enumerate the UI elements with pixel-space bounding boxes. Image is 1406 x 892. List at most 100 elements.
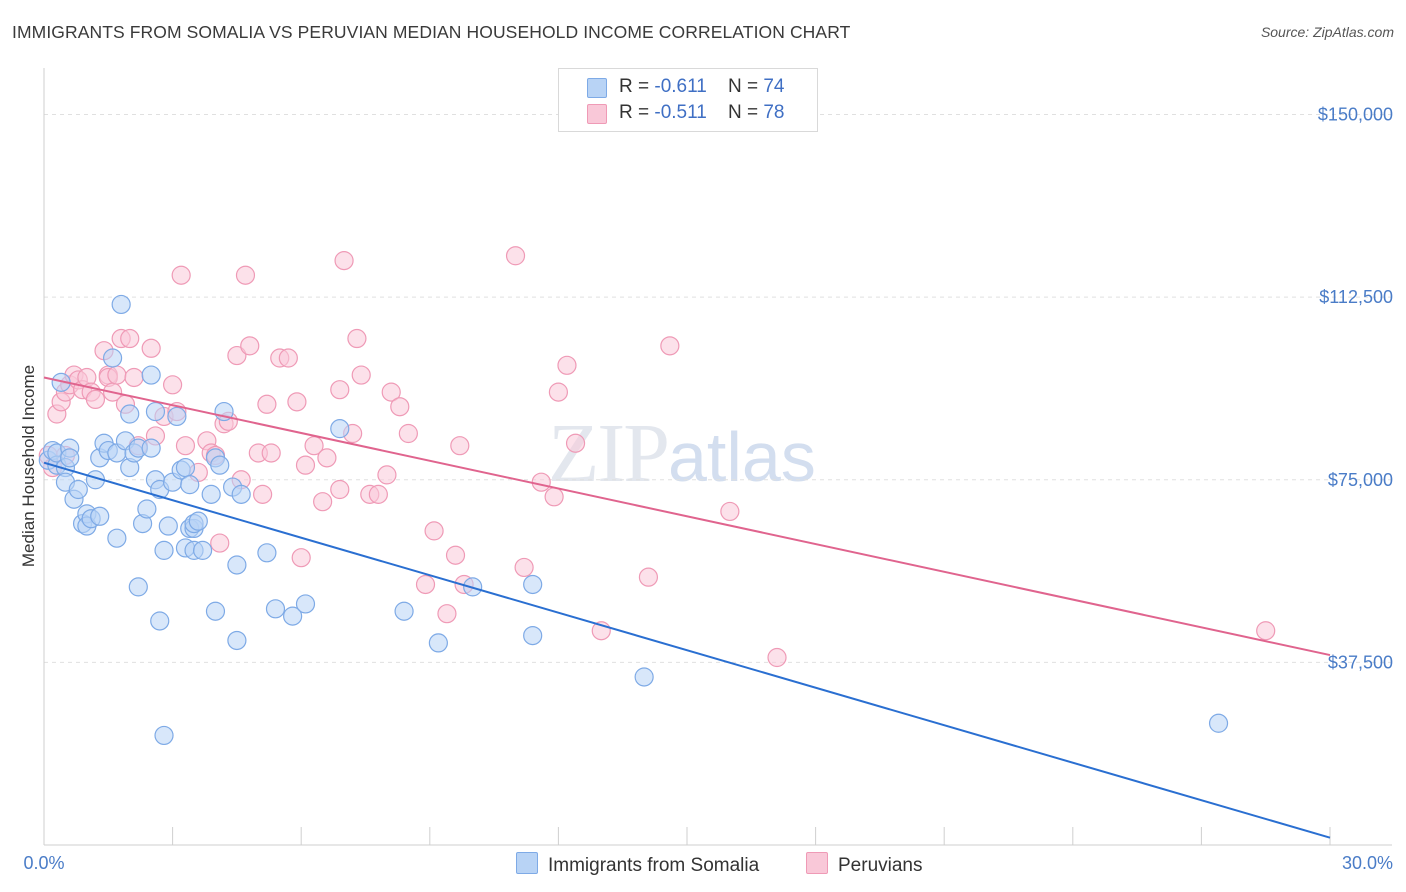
y-tick-label: $37,500 [1328, 652, 1393, 672]
somalia-point [90, 506, 110, 526]
legend-n-label: N = [727, 102, 764, 123]
somalia-point [188, 511, 208, 531]
peruvians-point [257, 394, 277, 414]
somalia-point [128, 577, 148, 597]
peruvians-point [261, 443, 281, 463]
somalia-point [1208, 713, 1229, 733]
legend-r-value: -0.611 [654, 76, 707, 97]
peruvians-point [767, 647, 787, 668]
peruvians-point [85, 389, 106, 410]
somalia-point [523, 625, 543, 646]
peruvians-point [377, 465, 397, 485]
source-credit: Source: ZipAtlas.com [1260, 24, 1394, 40]
somalia-point [231, 484, 251, 504]
somalia-point [154, 725, 174, 746]
y-axis-title: Median Household Income [19, 365, 38, 567]
somalia-point [634, 667, 654, 687]
somalia-point [120, 404, 140, 424]
watermark-zip: ZIP [548, 407, 670, 500]
peruvians-point [660, 336, 680, 356]
peruvians-point [548, 382, 569, 402]
somalia-point [193, 540, 213, 560]
somalia-point [154, 540, 174, 560]
somalia-point [257, 543, 277, 563]
trend-lines [43, 376, 1331, 839]
somalia-point [175, 457, 196, 478]
somalia-point [428, 633, 448, 653]
somalia-point [295, 594, 316, 614]
peruvians-point [638, 567, 659, 587]
peruvians-point [1256, 621, 1276, 641]
axes [43, 68, 1392, 846]
somalia-point [102, 348, 123, 368]
peruvians-point [235, 265, 256, 285]
peruvians-point [415, 574, 436, 595]
peruvians-point [124, 367, 144, 388]
peruvians-point [175, 436, 196, 456]
peruvians-point [505, 246, 526, 266]
peruvians-point [120, 328, 140, 349]
somalia-trend-line [43, 461, 1331, 839]
somalia-point [201, 484, 221, 504]
somalia-point [227, 555, 247, 575]
peruvians-point [313, 492, 333, 512]
somalia-points [38, 294, 1229, 746]
peruvians-point [287, 392, 307, 412]
somalia-point [180, 475, 200, 495]
somalia-point [205, 601, 226, 621]
peruvians-point [278, 348, 298, 368]
peruvians-point [210, 533, 230, 553]
watermark: ZIPatlas [548, 405, 816, 502]
legend: R = -0.611 N = 74 R = -0.511 N = 78 [558, 68, 818, 132]
somalia-point [107, 528, 127, 548]
somalia-point [145, 401, 166, 422]
grid-lines [44, 114, 1392, 663]
bottom-legend-label-somalia: Immigrants from Somalia [548, 855, 760, 876]
peruvians-point [368, 484, 388, 504]
somalia-point [111, 294, 131, 315]
peruvians-point [291, 548, 311, 568]
bottom-legend-peruvians: Peruvians [806, 852, 923, 877]
x-tick-label-min: 0.0% [23, 853, 64, 873]
somalia-point [227, 630, 247, 651]
legend-r-label: R = [619, 102, 655, 123]
y-tick-label: $75,000 [1328, 470, 1393, 490]
bottom-legend-somalia: Immigrants from Somalia [516, 852, 759, 877]
somalia-point [158, 516, 178, 536]
legend-n-label: N = [727, 76, 764, 97]
peruvians-point [445, 545, 466, 565]
peruvians-point [390, 397, 410, 417]
y-tick-label: $112,500 [1319, 287, 1393, 307]
peruvians-point [514, 557, 534, 578]
somalia-point [330, 419, 350, 439]
legend-n-value: 78 [763, 102, 785, 123]
bottom-legend-swatch-somalia [516, 852, 538, 874]
peruvians-point [398, 423, 418, 444]
chart-title: IMMIGRANTS FROM SOMALIA VS PERUVIAN MEDI… [12, 22, 851, 42]
bottom-legend-label-peruvians: Peruvians [838, 855, 923, 876]
somalia-point [283, 606, 303, 626]
peruvians-point [351, 365, 371, 385]
peruvians-point [163, 375, 183, 395]
peruvians-trend-line [43, 376, 1331, 657]
peruvians-point [381, 382, 401, 402]
peruvians-point [347, 328, 367, 349]
peruvians-point [171, 265, 191, 285]
peruvians-point [720, 501, 740, 522]
peruvians-point [227, 345, 247, 366]
peruvians-point [544, 487, 564, 507]
somalia-point [141, 365, 161, 385]
peruvians-point [557, 355, 577, 375]
bottom-legend-swatch-peruvians [806, 852, 828, 874]
peruvians-point [531, 472, 551, 492]
somalia-point [141, 438, 161, 458]
peruvians-point [253, 484, 273, 504]
somalia-point [265, 599, 286, 619]
somalia-point [68, 479, 88, 500]
legend-swatch-somalia [587, 78, 607, 98]
tick-labels: $37,500 $75,000 $112,500 $150,000 0.0% 30.0% [23, 105, 1393, 873]
somalia-point [137, 499, 157, 519]
peruvians-point [295, 455, 316, 475]
somalia-point [60, 448, 80, 468]
